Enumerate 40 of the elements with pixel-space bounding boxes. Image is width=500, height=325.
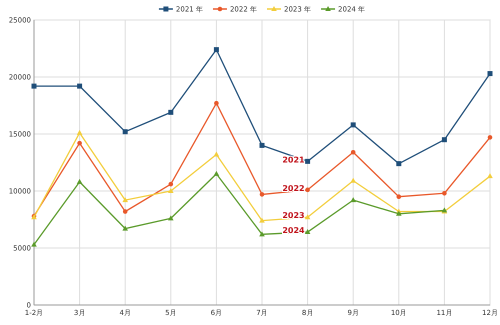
point — [77, 140, 82, 146]
point — [350, 122, 356, 128]
point — [260, 142, 264, 148]
point — [396, 194, 402, 199]
point — [122, 129, 128, 134]
annotation: 2021 — [282, 155, 306, 164]
annotation: 2023 — [282, 211, 305, 220]
point — [304, 214, 310, 220]
point — [76, 130, 82, 135]
point — [214, 152, 220, 157]
point — [260, 192, 264, 197]
point — [77, 84, 82, 89]
point — [350, 150, 356, 155]
point — [122, 209, 128, 214]
point — [350, 178, 356, 183]
point — [350, 197, 356, 202]
point — [168, 182, 174, 186]
point — [259, 218, 265, 223]
point — [168, 188, 174, 193]
point — [32, 84, 36, 89]
point — [442, 137, 447, 142]
point — [304, 229, 310, 234]
point — [168, 215, 174, 220]
point — [31, 242, 37, 247]
point — [122, 226, 128, 231]
point — [214, 170, 220, 176]
point — [214, 47, 219, 52]
point — [305, 188, 310, 192]
point — [259, 231, 265, 236]
point — [442, 190, 447, 196]
point — [122, 197, 128, 202]
point — [488, 71, 492, 76]
point — [487, 173, 493, 178]
point — [214, 100, 219, 106]
point — [396, 161, 402, 166]
point — [305, 158, 310, 164]
point — [168, 110, 174, 115]
annotation: 2022 — [282, 184, 305, 193]
point — [488, 135, 492, 140]
point — [76, 178, 82, 184]
